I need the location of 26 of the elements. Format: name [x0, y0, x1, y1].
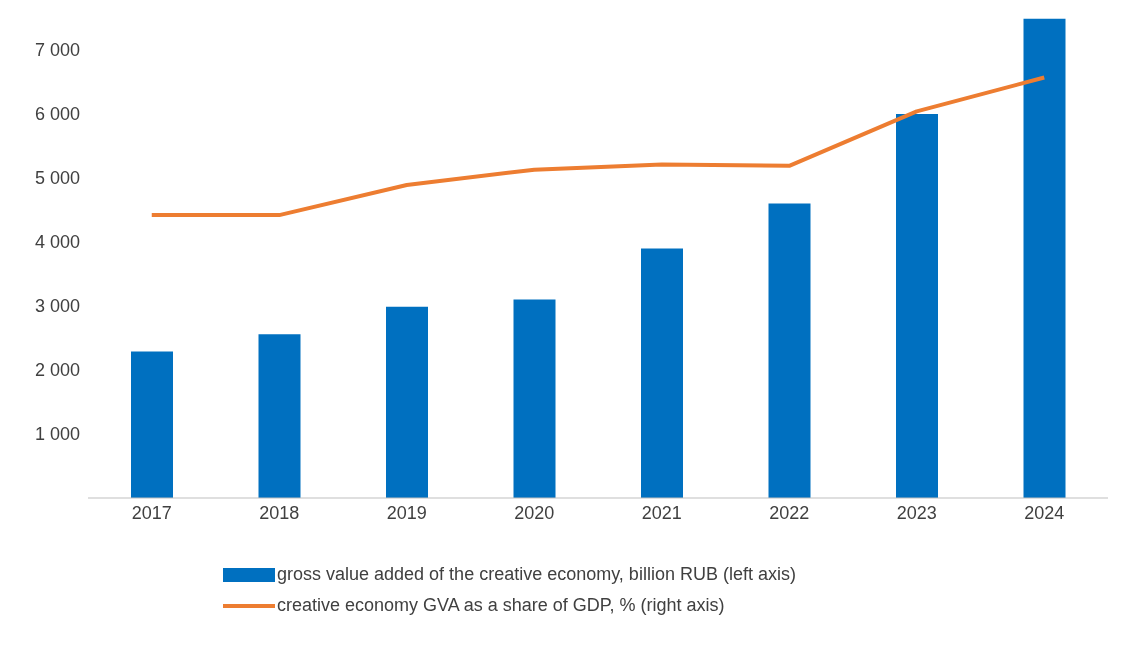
x-tick-label: 2020 [514, 502, 555, 523]
legend-label: gross value added of the creative economy, billion RUB (left axis) [277, 564, 796, 585]
x-tick-label: 2017 [131, 502, 172, 523]
x-tick-label: 2019 [386, 502, 427, 523]
x-tick-label: 2024 [1024, 502, 1065, 523]
y-tick-label: 4 000 [34, 232, 80, 253]
line-series [149, 75, 1047, 218]
bar [513, 299, 556, 498]
x-tick-label: 2022 [769, 502, 810, 523]
bar [1023, 18, 1066, 498]
y-tick-label: 3 000 [34, 296, 80, 317]
y-tick-label: 5 000 [34, 168, 80, 189]
bar [641, 248, 683, 498]
y-tick-label: 7 000 [34, 40, 80, 61]
y-tick-label: 6 000 [34, 104, 80, 125]
bar [386, 306, 428, 498]
bar [768, 203, 811, 498]
x-tick-label: 2023 [896, 502, 937, 523]
legend-label: creative economy GVA as a share of GDP, % (right axis) [277, 595, 725, 616]
y-tick-label: 1 000 [34, 424, 80, 445]
bar [131, 351, 173, 498]
bar [896, 114, 938, 498]
x-tick-label: 2018 [259, 502, 300, 523]
y-tick-label: 2 000 [34, 360, 80, 381]
bar [258, 334, 301, 498]
x-tick-label: 2021 [641, 502, 682, 523]
